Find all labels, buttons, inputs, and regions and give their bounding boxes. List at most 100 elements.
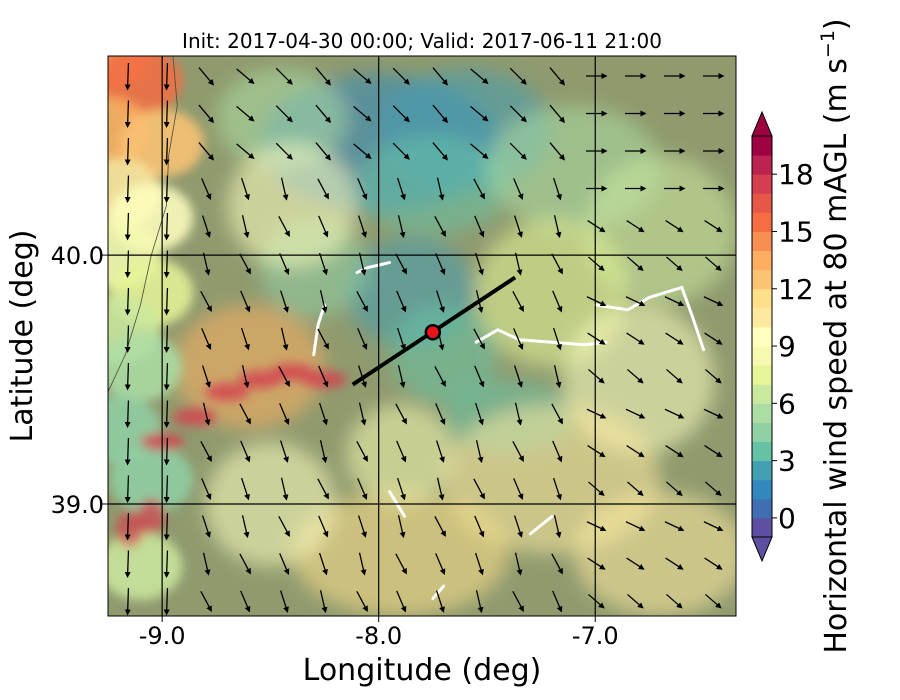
- wind-vector-arrow: [436, 177, 445, 201]
- wind-vector-arrow: [552, 590, 563, 613]
- wind-vector-arrow: [705, 368, 722, 384]
- colorbar-segment: [752, 384, 772, 404]
- colorbar-tick-label: 3: [778, 445, 796, 478]
- wind-vector-arrow: [202, 552, 211, 576]
- wind-vector-arrow: [236, 105, 255, 122]
- wind-vector-arrow: [239, 253, 251, 275]
- wind-vector-arrow: [703, 408, 724, 419]
- wind-vector-arrow: [514, 552, 523, 576]
- wind-vector-arrow: [587, 445, 606, 458]
- wind-vector-arrow: [435, 290, 445, 313]
- wind-vector-arrow: [124, 587, 131, 616]
- wind-vector-arrow: [435, 403, 446, 426]
- wind-vector-arrow: [357, 215, 367, 238]
- colorbar-segment: [752, 346, 772, 366]
- wind-vector-arrow: [236, 143, 255, 160]
- wind-vector-arrow: [513, 328, 524, 351]
- wind-vector-arrow: [198, 142, 215, 161]
- wind-vector-arrow: [163, 550, 170, 578]
- wind-vector-arrow: [665, 332, 684, 345]
- wind-vector-arrow: [625, 296, 646, 307]
- wind-vector-arrow: [435, 590, 445, 613]
- wind-vector-arrow: [201, 178, 212, 201]
- wind-vector-arrow: [319, 290, 328, 314]
- wind-vector-arrow: [163, 362, 170, 391]
- wind-vector-arrow: [665, 557, 684, 570]
- wind-vector-arrow: [434, 365, 446, 388]
- wind-vector-arrow: [704, 220, 723, 233]
- wind-vector-arrow: [473, 178, 485, 200]
- colorbar-label-superscript: −1: [817, 30, 839, 58]
- wind-vector-arrow: [318, 215, 329, 238]
- colorbar-segment: [752, 174, 772, 194]
- colorbar-segment: [752, 441, 772, 462]
- wind-vector-arrow: [512, 590, 524, 613]
- wind-vector-arrow: [353, 68, 372, 85]
- wind-vector-arrow: [665, 220, 684, 233]
- map-plot-area: [108, 56, 736, 616]
- wind-vector-arrow: [665, 445, 684, 458]
- wind-vector-arrow: [358, 552, 367, 576]
- wind-vector-arrow: [473, 328, 485, 350]
- wind-vector-arrow: [396, 327, 406, 351]
- wind-vector-arrow: [356, 440, 368, 463]
- wind-vector-arrow: [703, 521, 724, 532]
- wind-vector-arrow: [353, 105, 372, 122]
- wind-vector-arrow: [513, 515, 523, 538]
- wind-vector-arrow: [551, 403, 563, 425]
- wind-vector-arrow: [512, 290, 524, 313]
- wind-vector-arrow: [240, 177, 250, 201]
- site-marker: [424, 324, 442, 341]
- wind-vector-arrow: [703, 296, 724, 307]
- wind-vector-arrow: [279, 590, 289, 613]
- wind-vector-arrow: [470, 143, 489, 160]
- wind-vector-arrow: [240, 327, 250, 351]
- wind-vector-arrow: [315, 67, 332, 86]
- colorbar-segment: [752, 307, 772, 328]
- wind-vector-arrow: [397, 365, 406, 389]
- wind-vector-arrow: [163, 212, 170, 241]
- wind-vector-arrow: [163, 175, 170, 203]
- wind-vector-arrow: [514, 252, 523, 276]
- wind-vector-arrow: [627, 593, 644, 609]
- wind-vector-arrow: [664, 521, 685, 532]
- wind-vector-arrow: [163, 437, 170, 466]
- wind-vector-arrow: [240, 590, 251, 613]
- colorbar-segment: [752, 498, 772, 519]
- x-tick-label: -8.0: [355, 622, 402, 650]
- wind-vector-arrow: [279, 553, 290, 576]
- wind-vector-arrow: [163, 512, 170, 541]
- wind-vector-arrow: [353, 143, 372, 160]
- colorbar-segment: [752, 326, 772, 347]
- wind-vector-arrow: [475, 590, 484, 614]
- wind-vector-arrow: [275, 67, 293, 85]
- colorbar-segment: [752, 460, 772, 481]
- wind-vector-arrow: [278, 365, 290, 388]
- wind-vector-arrow: [514, 402, 523, 426]
- y-tick-label: 40.0: [51, 242, 104, 270]
- wind-vector-arrow: [315, 142, 332, 161]
- wind-vector-arrow: [704, 557, 723, 570]
- wind-vector-arrow: [588, 368, 605, 384]
- wind-vector-arrow: [434, 515, 446, 538]
- wind-vector-arrow: [275, 142, 293, 160]
- wind-vector-arrow: [124, 400, 131, 428]
- colorbar-tick-label: 15: [778, 215, 814, 248]
- plot-frame: [107, 55, 737, 617]
- wind-vector-arrow: [395, 253, 407, 275]
- colorbar-label-text: Horizontal wind speed at 80 mAGL (m s: [819, 58, 854, 654]
- wind-vector-arrow: [124, 475, 131, 503]
- wind-vector-arrow: [124, 212, 131, 241]
- wind-vector-arrow: [513, 478, 524, 501]
- wind-vector-arrow: [163, 400, 170, 428]
- wind-vector-arrow: [124, 325, 131, 353]
- wind-vector-arrow: [705, 256, 722, 272]
- wind-vector-arrow: [163, 137, 170, 166]
- wind-vector-arrow: [357, 178, 368, 201]
- wind-vector-arrow: [553, 365, 562, 389]
- wind-vector-arrow: [280, 327, 289, 351]
- wind-vector-arrow: [625, 521, 646, 532]
- y-tick-label: 39.0: [51, 491, 104, 519]
- wind-vector-arrow: [124, 100, 131, 128]
